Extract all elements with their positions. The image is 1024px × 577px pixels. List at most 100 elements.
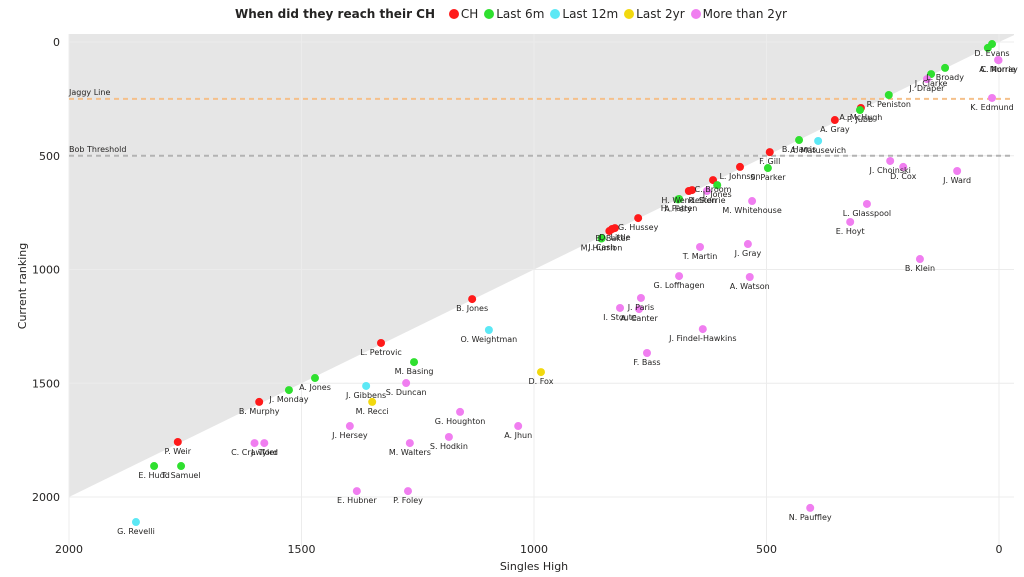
- data-label: J. Monday: [268, 395, 308, 404]
- legend-item-more[interactable]: More than 2yr: [690, 7, 787, 21]
- data-label: A. Gray: [820, 125, 850, 134]
- data-point: [846, 217, 855, 226]
- x-tick-label: 2000: [55, 543, 83, 556]
- y-tick-label: 0: [53, 36, 60, 49]
- data-label: D. Little: [599, 233, 630, 242]
- data-point: [255, 397, 264, 406]
- legend-title: When did they reach their CH: [235, 7, 436, 21]
- data-point: [855, 106, 864, 115]
- data-label: N. Pauffley: [789, 513, 832, 522]
- data-label: J. Paris: [627, 303, 655, 312]
- data-label: P. Jubb: [847, 115, 873, 124]
- x-tick-label: 0: [996, 543, 1003, 556]
- data-label: J. Ward: [942, 176, 971, 185]
- data-point: [362, 381, 371, 390]
- data-point: [862, 199, 871, 208]
- data-label: D. Evans: [974, 49, 1009, 58]
- legend-label: Last 6m: [496, 7, 545, 21]
- data-label: E. Hoyt: [836, 227, 865, 236]
- data-label: M. Walters: [389, 448, 431, 457]
- data-point: [745, 273, 754, 282]
- legend-dot-icon: [624, 9, 635, 19]
- x-axis-label: Singles High: [500, 560, 568, 573]
- data-point: [514, 422, 523, 431]
- data-label: J. Cash: [587, 243, 615, 252]
- legend-label: Last 12m: [562, 7, 619, 21]
- data-label: J. Jones: [702, 190, 732, 199]
- data-label: L. Johnson: [719, 172, 760, 181]
- data-label: P. Foley: [393, 496, 423, 505]
- data-label: T. Samuel: [161, 471, 201, 480]
- data-point: [698, 325, 707, 334]
- data-point: [735, 162, 744, 171]
- data-point: [674, 195, 683, 204]
- legend-dot-icon: [690, 9, 701, 19]
- data-label: J. Findel-Hawkins: [668, 334, 736, 343]
- data-point: [941, 63, 950, 72]
- data-label: J. Gibbens: [345, 391, 386, 400]
- legend-item-CH[interactable]: CH: [448, 7, 479, 21]
- data-point: [310, 374, 319, 383]
- legend-label: Last 2yr: [636, 7, 685, 21]
- data-point: [536, 368, 545, 377]
- data-point: [696, 242, 705, 251]
- x-tick-label: 1000: [520, 543, 548, 556]
- data-point: [260, 439, 269, 448]
- data-point: [468, 295, 477, 304]
- data-label: G. Hussey: [618, 223, 659, 232]
- data-label: L. Petrovic: [360, 348, 402, 357]
- legend: When did they reach their CH CH Last 6m La…: [0, 7, 1024, 21]
- data-label: J. Clarke: [914, 79, 948, 88]
- data-point: [597, 234, 606, 243]
- data-point: [983, 43, 992, 52]
- legend-item-2yr[interactable]: Last 2yr: [624, 7, 685, 21]
- data-label: B. Murphy: [239, 407, 280, 416]
- legend-item-12m[interactable]: Last 12m: [550, 7, 618, 21]
- y-tick-label: 1500: [32, 377, 60, 390]
- data-point: [616, 303, 625, 312]
- data-point: [899, 162, 908, 171]
- data-label: J. Hersey: [331, 431, 368, 440]
- data-point: [763, 164, 772, 173]
- data-point: [173, 437, 182, 446]
- data-label: D. Fox: [528, 377, 553, 386]
- data-point: [444, 432, 453, 441]
- data-point: [743, 240, 752, 249]
- data-point: [410, 358, 419, 367]
- data-point: [884, 91, 893, 100]
- data-label: S. Parker: [750, 173, 786, 182]
- data-point: [642, 348, 651, 357]
- data-point: [713, 181, 722, 190]
- data-point: [177, 462, 186, 471]
- data-label: M. Recci: [356, 407, 389, 416]
- data-point: [702, 187, 711, 196]
- data-point: [284, 386, 293, 395]
- data-label: M. Whitehouse: [722, 206, 781, 215]
- reference-line-label: Jaggy Line: [68, 88, 110, 97]
- data-label: A. Jones: [299, 383, 331, 392]
- legend-label: CH: [460, 7, 479, 21]
- y-axis-label: Current ranking: [16, 243, 29, 329]
- data-point: [352, 487, 361, 496]
- data-label: J. Choinski: [869, 166, 911, 175]
- data-label: T. Martin: [682, 252, 718, 261]
- y-tick-label: 2000: [32, 491, 60, 504]
- data-label: F. Gill: [759, 157, 780, 166]
- data-point: [814, 136, 823, 145]
- data-label: A. Fery: [664, 204, 692, 213]
- data-label: A. Canter: [620, 314, 658, 323]
- data-point: [795, 136, 804, 145]
- data-point: [688, 186, 697, 195]
- data-label: J. Draper: [908, 84, 945, 93]
- data-label: J. Tyler: [250, 448, 278, 457]
- x-tick-label: 1500: [288, 543, 316, 556]
- data-label: L. Broady: [926, 73, 964, 82]
- reference-line-label: Bob Threshold: [69, 145, 126, 154]
- data-point: [922, 75, 931, 84]
- legend-item-6m[interactable]: Last 6m: [484, 7, 544, 21]
- data-label: E. Hubner: [337, 496, 377, 505]
- data-label: D. Cox: [890, 172, 916, 181]
- data-point: [765, 148, 774, 157]
- legend-dot-icon: [448, 9, 459, 19]
- data-label: I. Stoute: [603, 313, 637, 322]
